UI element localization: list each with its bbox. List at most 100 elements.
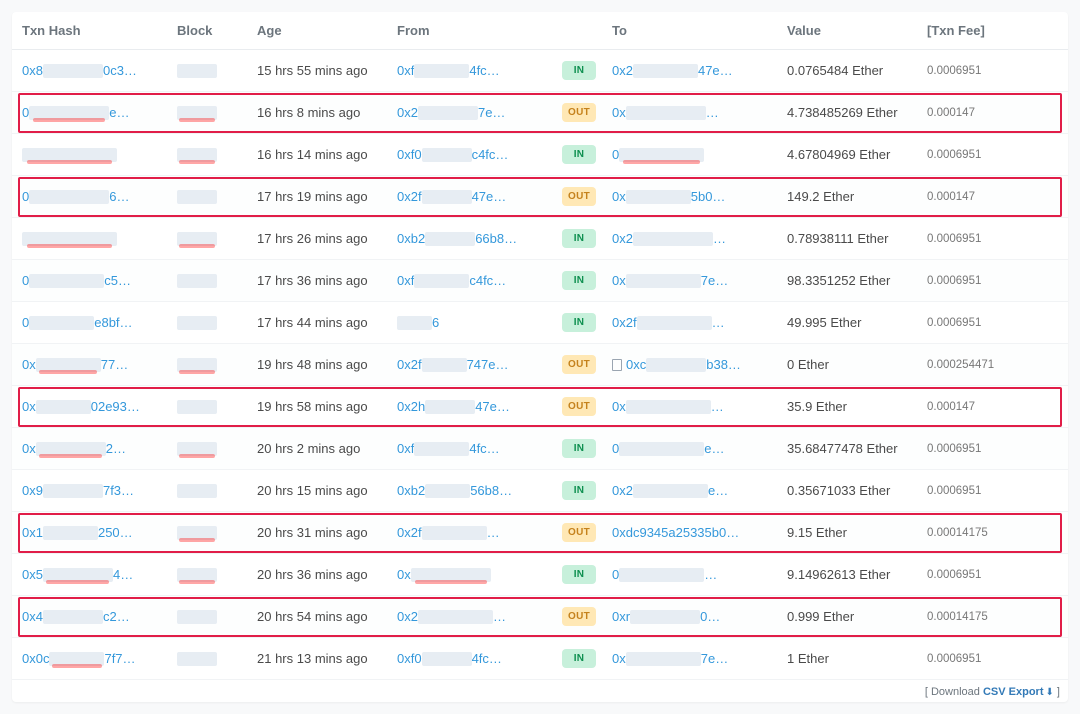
txn-hash-suffix[interactable]: 2… <box>106 441 126 456</box>
to-address-link[interactable]: 0x <box>612 273 626 288</box>
to-address-suffix[interactable]: e… <box>704 441 724 456</box>
block-link[interactable] <box>177 316 217 330</box>
from-address-suffix[interactable]: 47e… <box>472 189 507 204</box>
txn-hash-suffix[interactable]: 7f7… <box>104 651 135 666</box>
to-address-link[interactable]: 0x <box>612 651 626 666</box>
from-address-link[interactable]: 0x2f <box>397 525 422 540</box>
txn-hash-suffix[interactable]: c5… <box>104 273 131 288</box>
to-address-link[interactable]: 0x2f <box>612 315 637 330</box>
to-address-suffix[interactable]: 7e… <box>701 651 728 666</box>
from-address-link[interactable]: 0xb2 <box>397 483 425 498</box>
block-link[interactable] <box>177 106 217 120</box>
txn-hash-suffix[interactable]: 02e93… <box>91 399 140 414</box>
to-address-link[interactable]: 0 <box>612 147 619 162</box>
txn-hash-link[interactable]: 0 <box>22 273 29 288</box>
block-link[interactable] <box>177 610 217 624</box>
from-address-suffix[interactable]: 66b8… <box>475 231 517 246</box>
txn-hash-suffix[interactable]: c2… <box>103 609 130 624</box>
block-link[interactable] <box>177 232 217 246</box>
age-cell: 21 hrs 13 mins ago <box>247 638 387 680</box>
from-address-link[interactable]: 0xf <box>397 273 414 288</box>
to-address-link[interactable]: 0x <box>612 189 626 204</box>
to-address-suffix[interactable]: 5b0… <box>691 189 726 204</box>
from-address-suffix[interactable]: 6 <box>432 315 439 330</box>
from-address-link[interactable]: 0x <box>397 567 411 582</box>
to-address-link[interactable]: 0x2 <box>612 231 633 246</box>
block-link[interactable] <box>177 442 217 456</box>
txn-hash-link[interactable]: 0x0c <box>22 651 49 666</box>
to-address-suffix[interactable]: … <box>704 567 717 582</box>
from-address-suffix[interactable]: 4fc… <box>469 63 499 78</box>
to-address-link[interactable]: 0x2 <box>612 483 633 498</box>
to-address-suffix[interactable]: b38… <box>706 357 741 372</box>
block-link[interactable] <box>177 190 217 204</box>
txn-hash-suffix[interactable]: 0c3… <box>103 63 137 78</box>
txn-hash-suffix[interactable]: 6… <box>109 189 129 204</box>
txn-hash-link[interactable]: 0 <box>22 315 29 330</box>
to-address-suffix[interactable]: 7e… <box>701 273 728 288</box>
from-address-link[interactable]: 0xf0 <box>397 651 422 666</box>
to-address-suffix[interactable]: e… <box>708 483 728 498</box>
from-address-suffix[interactable]: 4fc… <box>472 651 502 666</box>
txn-hash-link[interactable]: 0x9 <box>22 483 43 498</box>
txn-hash-link[interactable]: 0x <box>22 441 36 456</box>
to-address-suffix[interactable]: 47e… <box>698 63 733 78</box>
txn-hash-link[interactable]: 0x <box>22 399 36 414</box>
block-link[interactable] <box>177 274 217 288</box>
from-address-link[interactable]: 0xb2 <box>397 231 425 246</box>
from-address-suffix[interactable]: 56b8… <box>470 483 512 498</box>
from-address-link[interactable]: 0xf <box>397 441 414 456</box>
block-link[interactable] <box>177 484 217 498</box>
from-address-suffix[interactable]: 47e… <box>475 399 510 414</box>
from-address-suffix[interactable]: 4fc… <box>469 441 499 456</box>
to-address-suffix[interactable]: … <box>713 231 726 246</box>
txn-hash-suffix[interactable]: 4… <box>113 567 133 582</box>
to-address-link[interactable]: 0xc <box>626 357 646 372</box>
txn-hash-suffix[interactable]: e… <box>109 105 129 120</box>
from-address-suffix[interactable]: … <box>487 525 500 540</box>
from-address-suffix[interactable]: 7e… <box>478 105 505 120</box>
to-address-link[interactable]: 0x <box>612 105 626 120</box>
txn-hash-suffix[interactable]: 7f3… <box>103 483 134 498</box>
block-link[interactable] <box>177 64 217 78</box>
txn-hash-link[interactable]: 0x <box>22 357 36 372</box>
block-link[interactable] <box>177 568 217 582</box>
to-address-link[interactable]: 0 <box>612 567 619 582</box>
txn-hash-link[interactable]: 0x1 <box>22 525 43 540</box>
to-address-link[interactable]: 0x <box>612 399 626 414</box>
from-address-suffix[interactable]: c4fc… <box>469 273 506 288</box>
from-address-link[interactable]: 0x2f <box>397 189 422 204</box>
to-address-suffix[interactable]: … <box>706 105 719 120</box>
from-address-suffix[interactable]: 747e… <box>467 357 509 372</box>
from-address-link[interactable]: 0x2f <box>397 357 422 372</box>
to-address-link[interactable]: 0xdc9345a25335b0… <box>612 525 739 540</box>
txn-hash-suffix[interactable]: 250… <box>98 525 133 540</box>
to-address-suffix[interactable]: 0… <box>700 609 720 624</box>
block-link[interactable] <box>177 526 217 540</box>
from-address-link[interactable]: 0x2h <box>397 399 425 414</box>
txn-hash-link[interactable]: 0 <box>22 105 29 120</box>
txn-hash-link[interactable]: 0x5 <box>22 567 43 582</box>
block-link[interactable] <box>177 358 217 372</box>
txn-hash-suffix[interactable]: e8bf… <box>94 315 132 330</box>
txn-hash-suffix[interactable]: 77… <box>101 357 128 372</box>
from-address-link[interactable]: 0xf <box>397 63 414 78</box>
from-address-suffix[interactable]: … <box>493 609 506 624</box>
to-address-link[interactable]: 0x2 <box>612 63 633 78</box>
download-icon[interactable] <box>1043 686 1053 698</box>
block-link[interactable] <box>177 400 217 414</box>
csv-export-link[interactable]: CSV Export <box>983 686 1044 698</box>
txn-hash-link[interactable]: 0 <box>22 189 29 204</box>
from-address-link[interactable]: 0x2 <box>397 105 418 120</box>
from-address-link[interactable]: 0x2 <box>397 609 418 624</box>
from-address-link[interactable]: 0xf0 <box>397 147 422 162</box>
to-address-suffix[interactable]: … <box>711 399 724 414</box>
to-address-suffix[interactable]: … <box>712 315 725 330</box>
txn-hash-link[interactable]: 0x4 <box>22 609 43 624</box>
from-address-suffix[interactable]: c4fc… <box>472 147 509 162</box>
block-link[interactable] <box>177 652 217 666</box>
to-address-link[interactable]: 0 <box>612 441 619 456</box>
to-address-link[interactable]: 0xr <box>612 609 630 624</box>
block-link[interactable] <box>177 148 217 162</box>
txn-hash-link[interactable]: 0x8 <box>22 63 43 78</box>
